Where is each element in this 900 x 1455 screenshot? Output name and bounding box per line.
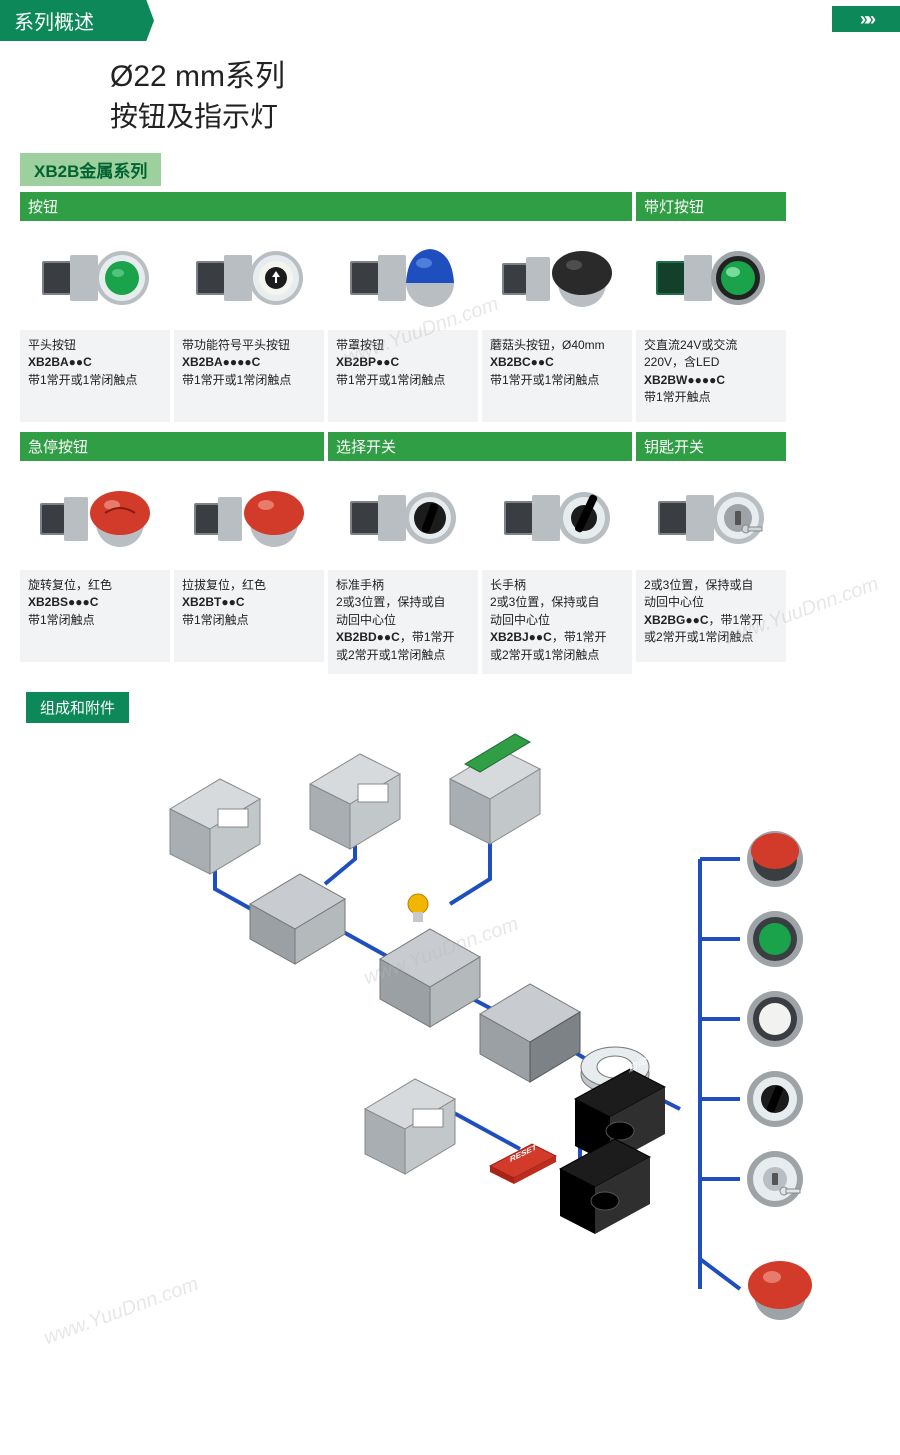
group-row-1: 按钮 平头按钮 [20, 192, 880, 422]
head-red-icon [747, 831, 803, 887]
product-card: 带罩按钮 XB2BP●●C 带1常开或1常闭触点 [328, 225, 478, 422]
product-card: 蘑菇头按钮，Ø40mm XB2BC●●C 带1常开或1常闭触点 [482, 225, 632, 422]
tab-banner: 系列概述 [0, 0, 154, 41]
selector-standard-icon [328, 465, 478, 570]
button-illuminated-green-icon [636, 225, 786, 330]
head-white-icon [747, 991, 803, 1047]
nav-arrows-icon[interactable]: »» [832, 6, 900, 32]
key-switch-icon [636, 465, 786, 570]
series-label: XB2B金属系列 [20, 153, 161, 186]
product-card: 长手柄 2或3位置，保持或自 动回中心位 XB2BJ●●C，带1常开 或2常开或… [482, 465, 632, 674]
diagram-label: 组成和附件 [26, 692, 129, 723]
head-key-icon [747, 1151, 803, 1207]
group-header: 钥匙开关 [636, 432, 786, 461]
assembly-diagram-icon: 启动 RESET [20, 729, 880, 1339]
page-header: 系列概述 »» [0, 0, 900, 41]
product-card: 标准手柄 2或3位置，保持或自 动回中心位 XB2BD●●C，带1常开 或2常开… [328, 465, 478, 674]
button-cover-blue-icon [328, 225, 478, 330]
title-line-1: Ø22 mm系列 [110, 51, 900, 95]
product-card: 交直流24V或交流 220V，含LED XB2BW●●●●C 带1常开触点 [636, 225, 786, 422]
estop-twist-icon [20, 465, 170, 570]
selector-long-icon [482, 465, 632, 570]
card-text: 拉拔复位，红色 XB2BT●●C 带1常闭触点 [174, 570, 324, 662]
product-card: 带功能符号平头按钮 XB2BA●●●●C 带1常开或1常闭触点 [174, 225, 324, 422]
group-header: 带灯按钮 [636, 192, 786, 221]
card-text: 带罩按钮 XB2BP●●C 带1常开或1常闭触点 [328, 330, 478, 422]
card-text: 旋转复位，红色 XB2BS●●●C 带1常闭触点 [20, 570, 170, 662]
product-card: 旋转复位，红色 XB2BS●●●C 带1常闭触点 [20, 465, 170, 662]
button-flat-green-icon [20, 225, 170, 330]
card-text: 交直流24V或交流 220V，含LED XB2BW●●●●C 带1常开触点 [636, 330, 786, 422]
product-card: 2或3位置，保持或自 动回中心位 XB2BG●●C，带1常开 或2常开或1常闭触… [636, 465, 786, 662]
group-header: 选择开关 [328, 432, 632, 461]
button-flat-arrow-icon [174, 225, 324, 330]
card-text: 标准手柄 2或3位置，保持或自 动回中心位 XB2BD●●C，带1常开 或2常开… [328, 570, 478, 674]
card-text: 2或3位置，保持或自 动回中心位 XB2BG●●C，带1常开 或2常开或1常闭触… [636, 570, 786, 662]
cards: 平头按钮 XB2BA●●C 带1常开或1常闭触点 [20, 225, 632, 422]
estop-pull-icon [174, 465, 324, 570]
group-row-2: 急停按钮 旋转复 [20, 432, 880, 674]
diagram-section: 组成和附件 [20, 688, 880, 1339]
card-text: 平头按钮 XB2BA●●C 带1常开或1常闭触点 [20, 330, 170, 422]
product-card: 平头按钮 XB2BA●●C 带1常开或1常闭触点 [20, 225, 170, 422]
group-header: 急停按钮 [20, 432, 324, 461]
card-text: 带功能符号平头按钮 XB2BA●●●●C 带1常开或1常闭触点 [174, 330, 324, 422]
product-card: 拉拔复位，红色 XB2BT●●C 带1常闭触点 [174, 465, 324, 662]
head-green-icon [747, 911, 803, 967]
head-selector-icon [747, 1071, 803, 1127]
title-line-2: 按钮及指示灯 [110, 95, 900, 135]
card-text: 蘑菇头按钮，Ø40mm XB2BC●●C 带1常开或1常闭触点 [482, 330, 632, 422]
page-title: Ø22 mm系列 按钮及指示灯 [110, 51, 900, 135]
card-text: 长手柄 2或3位置，保持或自 动回中心位 XB2BJ●●C，带1常开 或2常开或… [482, 570, 632, 674]
group-header: 按钮 [20, 192, 632, 221]
head-estop-icon [748, 1261, 812, 1320]
button-mushroom-black-icon [482, 225, 632, 330]
